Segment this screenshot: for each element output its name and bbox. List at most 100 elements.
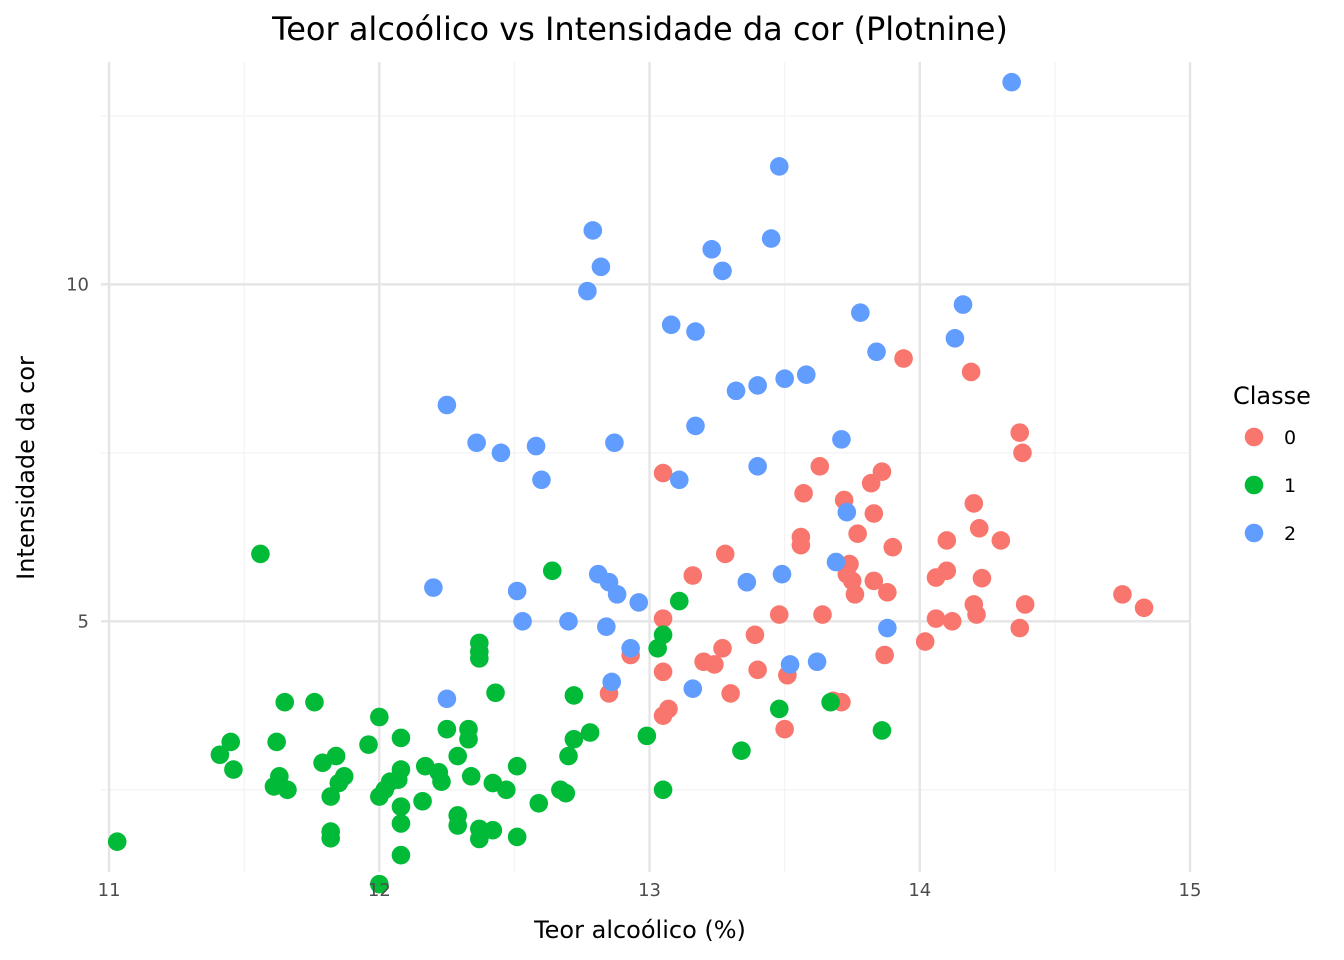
data-point-classe-0	[653, 662, 673, 682]
x-axis-title: Teor alcoólico (%)	[533, 916, 746, 944]
data-point-classe-1	[459, 729, 478, 749]
data-point-classe-0	[1015, 595, 1035, 614]
data-point-classe-2	[796, 365, 816, 384]
data-point-classe-1	[556, 783, 576, 803]
data-point-classe-0	[894, 349, 913, 368]
data-point-classe-1	[507, 756, 527, 776]
data-point-classe-1	[448, 816, 467, 835]
data-point-classe-1	[370, 874, 389, 894]
data-point-classe-1	[432, 772, 451, 792]
data-point-classe-1	[221, 732, 241, 752]
data-point-classe-1	[107, 832, 127, 851]
data-point-classe-0	[926, 609, 946, 628]
data-point-classe-1	[564, 729, 584, 749]
x-tick-label: 13	[638, 880, 661, 901]
x-tick-label: 12	[368, 880, 391, 901]
data-point-classe-2	[507, 581, 527, 601]
data-point-classe-2	[686, 322, 705, 341]
data-point-classe-0	[653, 706, 673, 725]
data-point-classe-1	[821, 692, 840, 712]
y-tick-label: 10	[66, 274, 89, 295]
data-point-classe-0	[748, 660, 767, 680]
data-point-classe-1	[461, 767, 481, 786]
data-point-classe-0	[969, 519, 989, 538]
data-point-classe-0	[1134, 598, 1154, 618]
data-point-classe-2	[867, 342, 886, 362]
data-point-classe-2	[532, 470, 551, 490]
data-point-classe-0	[745, 625, 765, 645]
data-point-classe-0	[1010, 618, 1030, 638]
data-point-classe-2	[513, 612, 532, 631]
data-point-classe-1	[391, 814, 411, 833]
data-point-classe-2	[669, 470, 689, 490]
legend: Classe 0 1 2	[1233, 382, 1311, 545]
data-point-classe-2	[748, 457, 767, 476]
data-point-classe-2	[437, 395, 457, 415]
data-point-classe-2	[878, 618, 897, 638]
data-point-classe-1	[448, 746, 467, 766]
legend-title: Classe	[1233, 382, 1311, 410]
data-point-classe-1	[359, 735, 378, 754]
data-point-classe-0	[715, 544, 735, 564]
data-point-classe-1	[559, 746, 578, 766]
data-point-classe-2	[945, 328, 965, 348]
data-point-classe-2	[702, 240, 722, 259]
data-point-classe-0	[683, 566, 703, 585]
data-point-classe-0	[961, 362, 981, 382]
legend-key-1	[1244, 475, 1264, 495]
data-point-classe-0	[794, 483, 813, 503]
chart-title: Teor alcoólico vs Intensidade da cor (Pl…	[271, 10, 1008, 48]
data-point-classe-0	[653, 609, 673, 628]
data-point-classe-0	[791, 535, 811, 555]
data-point-classe-0	[967, 605, 986, 624]
data-point-classe-2	[607, 585, 627, 604]
data-point-classe-1	[391, 845, 411, 865]
data-point-classe-1	[470, 829, 489, 849]
data-point-classe-1	[224, 760, 243, 779]
grid	[101, 62, 1192, 872]
y-tick-label: 5	[78, 611, 89, 632]
data-point-classe-2	[424, 578, 443, 597]
data-point-classe-1	[542, 561, 562, 581]
data-point-classe-1	[669, 591, 689, 611]
data-point-classe-2	[621, 638, 640, 658]
data-point-classe-1	[507, 827, 527, 847]
data-point-classe-1	[391, 797, 411, 816]
data-point-classe-0	[713, 638, 732, 658]
data-point-classe-2	[629, 593, 649, 612]
legend-label-0: 0	[1284, 427, 1296, 449]
x-axis-ticks: 11 12 13 14 15	[98, 880, 1202, 901]
data-point-classe-0	[926, 568, 946, 587]
data-point-classe-1	[529, 793, 549, 813]
data-point-classe-2	[837, 502, 857, 522]
data-point-classe-2	[851, 303, 870, 322]
data-point-classe-0	[1113, 585, 1132, 604]
data-point-classe-0	[864, 504, 884, 523]
data-point-classe-2	[526, 436, 546, 456]
data-point-classe-2	[661, 315, 681, 335]
data-point-classe-2	[726, 381, 746, 401]
data-point-classe-0	[864, 571, 884, 591]
data-point-classe-1	[732, 741, 751, 761]
data-point-classe-1	[486, 683, 505, 703]
data-point-classe-1	[437, 719, 457, 739]
legend-label-2: 2	[1284, 523, 1296, 545]
data-point-classe-1	[321, 787, 340, 806]
data-point-classe-0	[813, 605, 832, 624]
data-point-classe-0	[875, 645, 894, 665]
data-point-classe-1	[413, 791, 432, 811]
x-tick-label: 11	[98, 880, 121, 901]
data-point-classe-1	[648, 638, 667, 658]
data-point-classe-2	[491, 443, 511, 463]
data-point-classe-2	[748, 376, 767, 395]
data-point-classe-2	[597, 617, 616, 637]
data-point-classe-1	[370, 787, 389, 806]
data-point-classe-1	[321, 829, 340, 848]
data-point-classe-1	[278, 780, 297, 800]
data-point-classe-0	[964, 494, 984, 513]
y-axis-ticks: 5 10	[66, 274, 89, 632]
data-point-classe-1	[370, 707, 389, 727]
data-point-classe-2	[605, 433, 624, 453]
data-point-classe-2	[437, 689, 457, 709]
data-point-classe-1	[267, 732, 286, 752]
